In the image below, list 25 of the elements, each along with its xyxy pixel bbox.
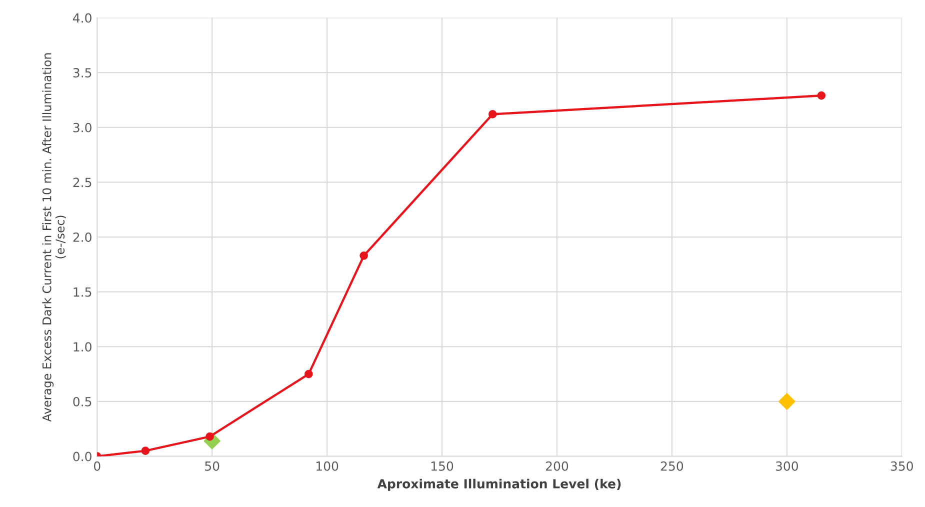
point [141,446,150,455]
point [360,251,368,260]
x-tick-label: 300 [776,461,798,471]
y-tick-label: 0.0 [73,452,92,462]
point [488,110,497,118]
point [778,393,796,410]
point [817,91,826,100]
x-tick-label: 100 [316,461,338,471]
x-tick-label: 250 [660,461,684,471]
y-tick-label: 1.0 [74,342,92,352]
y-tick-label: 1.5 [74,287,92,297]
x-axis-title: Aproximate Illumination Level (ke) [377,478,621,491]
y-tick-label: 0.5 [73,396,92,406]
y-axis-title: Average Excess Dark Current in First 10 min. After Illumination (e-/sec) [42,53,66,422]
y-tick-label: 4.0 [72,13,92,23]
x-tick-label: 200 [546,461,568,471]
point [304,370,313,378]
y-tick-label: 2.0 [73,232,92,242]
y-tick-label: 3.5 [73,68,92,78]
x-tick-label: 50 [205,461,220,471]
x-tick-label: 150 [431,461,454,471]
y-tick-label: 2.5 [73,178,92,188]
x-tick-label: 350 [890,461,913,471]
y-tick-label: 3.0 [73,122,92,132]
x-tick-label: 0 [94,461,100,471]
